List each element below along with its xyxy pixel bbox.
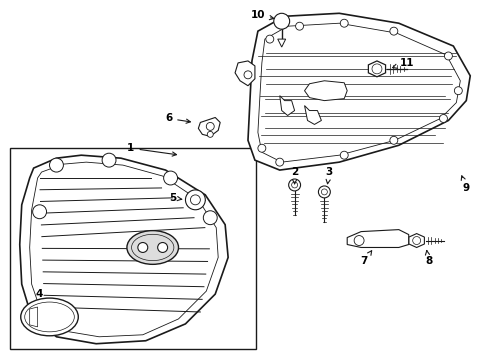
Text: 3: 3 xyxy=(325,167,332,184)
Circle shape xyxy=(207,131,213,137)
Circle shape xyxy=(439,114,447,122)
Circle shape xyxy=(157,243,167,252)
Circle shape xyxy=(340,19,347,27)
Circle shape xyxy=(190,195,200,205)
Polygon shape xyxy=(257,23,459,162)
Circle shape xyxy=(291,182,297,188)
Text: 10: 10 xyxy=(250,10,273,20)
Ellipse shape xyxy=(131,234,174,261)
Text: 5: 5 xyxy=(168,193,182,203)
Circle shape xyxy=(389,136,397,144)
Polygon shape xyxy=(408,234,424,247)
Text: 9: 9 xyxy=(460,176,469,193)
Circle shape xyxy=(340,151,347,159)
Circle shape xyxy=(412,237,420,244)
Text: 4: 4 xyxy=(36,289,47,304)
Circle shape xyxy=(33,205,46,219)
Circle shape xyxy=(389,27,397,35)
Circle shape xyxy=(275,158,283,166)
Text: 11: 11 xyxy=(392,58,413,68)
Polygon shape xyxy=(235,61,254,86)
Text: 7: 7 xyxy=(360,251,371,266)
Circle shape xyxy=(138,243,147,252)
Ellipse shape xyxy=(20,298,78,336)
Ellipse shape xyxy=(25,302,74,332)
Circle shape xyxy=(453,87,461,95)
Polygon shape xyxy=(30,307,38,327)
Polygon shape xyxy=(304,105,321,125)
Circle shape xyxy=(444,52,451,60)
Ellipse shape xyxy=(127,231,178,264)
Circle shape xyxy=(163,171,177,185)
Polygon shape xyxy=(20,155,228,344)
Circle shape xyxy=(49,158,63,172)
Circle shape xyxy=(295,22,303,30)
Circle shape xyxy=(353,235,364,246)
Circle shape xyxy=(265,35,273,43)
Polygon shape xyxy=(30,162,218,337)
Circle shape xyxy=(371,64,381,74)
Polygon shape xyxy=(304,81,346,100)
Circle shape xyxy=(288,179,300,191)
Circle shape xyxy=(102,153,116,167)
Circle shape xyxy=(321,189,326,195)
Polygon shape xyxy=(279,96,294,116)
Text: 1: 1 xyxy=(127,143,176,156)
Circle shape xyxy=(206,122,214,130)
Polygon shape xyxy=(277,39,285,47)
Circle shape xyxy=(257,144,265,152)
Circle shape xyxy=(203,211,217,225)
Text: 6: 6 xyxy=(164,113,190,123)
Text: 8: 8 xyxy=(424,251,431,266)
Circle shape xyxy=(244,71,251,79)
Text: 2: 2 xyxy=(290,167,298,184)
Polygon shape xyxy=(367,61,385,77)
Circle shape xyxy=(273,13,289,29)
Polygon shape xyxy=(198,117,220,136)
Bar xyxy=(10,148,255,349)
Polygon shape xyxy=(247,13,469,170)
Circle shape xyxy=(185,190,205,210)
Circle shape xyxy=(318,186,330,198)
Polygon shape xyxy=(346,230,408,247)
